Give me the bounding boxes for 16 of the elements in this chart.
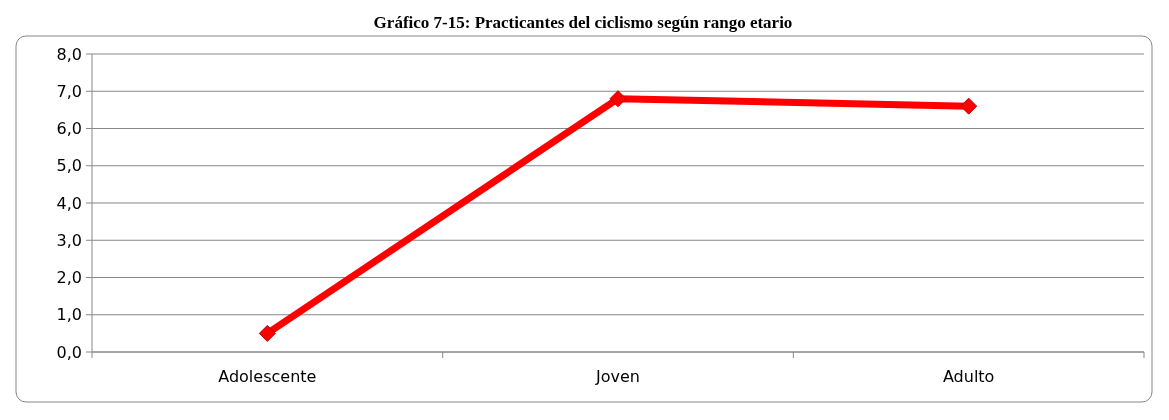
y-tick-label: 5,0 xyxy=(56,156,82,176)
chart-title: Gráfico 7-15: Practicantes del ciclismo según rango etario xyxy=(373,13,793,32)
x-tick-label: Joven xyxy=(595,367,640,386)
x-tick-label: Adulto xyxy=(942,367,995,386)
point xyxy=(609,90,627,108)
x-tick-label: Adolescente xyxy=(218,367,317,386)
y-tick-label: 2,0 xyxy=(56,268,82,288)
y-tick-label: 7,0 xyxy=(56,81,82,101)
y-tick-label: 6,0 xyxy=(56,119,82,139)
y-tick-label: 8,0 xyxy=(56,44,82,64)
point xyxy=(960,97,978,115)
y-tick-label: 4,0 xyxy=(56,193,82,213)
y-tick-label: 3,0 xyxy=(56,230,82,250)
y-tick-label: 1,0 xyxy=(56,305,82,325)
point xyxy=(258,324,276,342)
y-tick-label: 0,0 xyxy=(56,342,82,362)
